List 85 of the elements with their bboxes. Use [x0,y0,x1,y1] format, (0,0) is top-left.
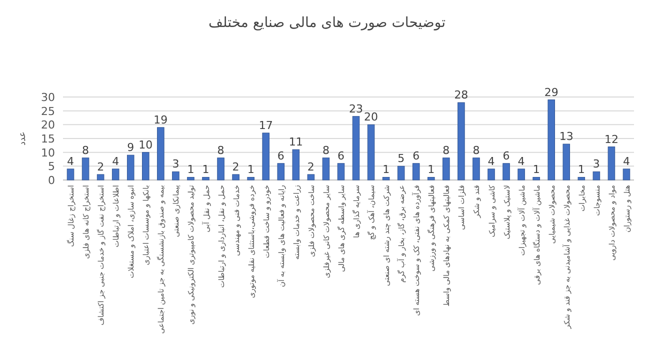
bar [292,149,300,180]
data-label: 19 [154,113,168,126]
data-label: 2 [232,160,240,174]
data-label: 8 [217,144,224,157]
bar [232,174,240,180]
bar [608,146,616,180]
bar [262,132,270,180]
y-tick-label: 20 [41,118,55,132]
bar [307,174,315,180]
bar [157,127,164,180]
data-label: 1 [187,163,194,176]
bar [66,168,74,180]
data-label: 9 [127,141,134,154]
data-label: 4 [112,154,120,168]
data-label: 6 [337,149,344,162]
bar [382,176,390,180]
chart-title: توضیحات صورت های مالی صنایع مختلف [208,15,446,31]
data-label: 12 [604,132,618,146]
y-tick-label: 10 [41,146,55,160]
bar [247,176,254,180]
bar [532,176,540,180]
data-label: 1 [578,163,585,176]
data-label: 4 [488,154,495,168]
data-label: 6 [502,149,510,162]
bar [428,176,435,180]
data-label: 8 [442,144,450,157]
bar [488,168,495,180]
data-label: 13 [559,130,574,144]
data-label: 1 [202,163,210,176]
data-label: 1 [428,163,435,176]
data-label: 8 [472,144,480,157]
data-label: 17 [258,118,273,132]
data-label: 5 [398,152,405,166]
bar [202,176,210,180]
y-tick-label: 15 [41,132,55,146]
data-label: 3 [592,158,600,171]
bar [187,176,194,180]
bar [518,168,525,180]
bar [458,102,465,180]
y-tick-label: 0 [48,174,55,187]
data-label: 8 [322,144,330,157]
data-label: 1 [532,163,540,176]
data-label: 4 [67,154,74,168]
bar [412,163,420,180]
y-axis-title: عدد [18,131,28,146]
data-label: 29 [544,86,558,99]
bar [367,124,375,180]
bar [548,100,555,180]
bar [592,171,600,180]
bar [112,168,120,180]
bar [322,158,330,180]
bar [172,171,180,180]
data-label: 2 [307,160,314,174]
data-label: 23 [349,102,364,116]
bar [142,152,150,180]
data-label: 3 [172,158,180,171]
data-label: 20 [364,110,378,124]
data-label: 11 [288,136,303,149]
bar [352,116,360,180]
bar [578,176,586,180]
bar [82,158,90,180]
y-tick-label: 25 [41,104,55,118]
data-label: 4 [518,154,525,168]
bar [96,174,104,180]
bar [397,166,405,180]
y-tick-label: 30 [41,91,55,104]
bar [442,158,450,180]
data-label: 4 [622,154,630,168]
bar [337,163,345,180]
data-label: 2 [97,160,104,174]
data-label: 8 [82,144,90,157]
data-label: 6 [412,149,420,162]
bar [277,163,285,180]
bar [217,158,224,180]
bar [126,154,134,180]
data-label: 1 [382,163,390,176]
bar [502,163,510,180]
bar [562,144,570,180]
bar [472,158,480,180]
data-label: 1 [247,163,254,176]
data-label: 28 [454,88,468,102]
bar [622,168,630,180]
data-label: 10 [138,138,153,152]
y-tick-label: 5 [48,160,55,174]
data-label: 6 [277,149,284,162]
